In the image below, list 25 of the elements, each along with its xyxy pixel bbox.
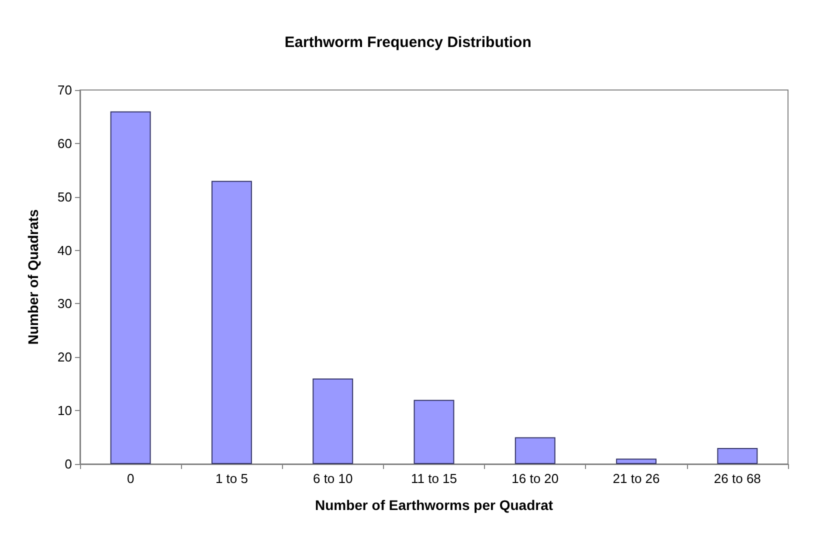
y-tick-label: 0 <box>64 456 72 472</box>
y-tick-label: 20 <box>58 350 72 365</box>
x-tick-label: 21 to 26 <box>612 471 660 486</box>
x-tick-label: 1 to 5 <box>215 471 248 486</box>
y-tick-label: 60 <box>58 136 72 151</box>
y-tick-label: 70 <box>58 82 72 98</box>
y-tick-label: 10 <box>58 403 72 418</box>
x-tick-label: 0 <box>126 471 134 486</box>
bar <box>717 448 758 464</box>
x-tick-label: 26 to 68 <box>714 471 761 486</box>
y-tick-label: 40 <box>58 242 72 258</box>
bar <box>616 458 657 464</box>
x-tick-label: 11 to 15 <box>410 471 458 486</box>
x-tick-label: 6 to 10 <box>312 471 353 486</box>
chart-title: Earthworm Frequency Distribution <box>284 34 532 51</box>
x-axis-title: Number of Earthworms per Quadrat <box>314 497 554 513</box>
bar <box>110 111 151 464</box>
bar <box>211 180 252 464</box>
y-tick-label: 30 <box>58 296 72 312</box>
y-axis-title: Number of Quadrats <box>25 209 41 345</box>
bar <box>514 437 556 464</box>
y-tick-label: 50 <box>58 189 72 204</box>
bar <box>312 378 354 464</box>
x-tick-label: 16 to 20 <box>512 471 559 486</box>
bar <box>414 400 454 464</box>
